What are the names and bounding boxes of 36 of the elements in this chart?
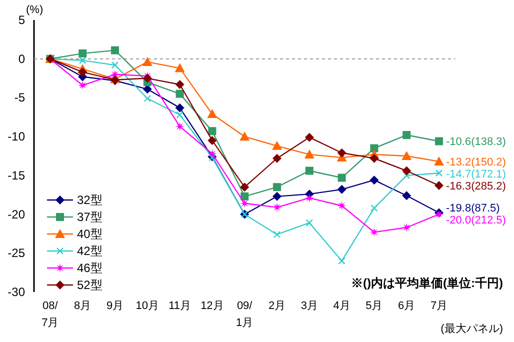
legend-label: 52型 — [77, 278, 102, 292]
data-label: -16.3(285.2) — [446, 180, 506, 193]
x-tick-label: 09/ 1月 — [236, 300, 254, 329]
x-tick-label: 11月 — [168, 300, 192, 312]
x-tick-label: 12月 — [200, 300, 224, 312]
y-tick-label: -15 — [8, 168, 26, 182]
y-tick-label: -20 — [8, 207, 26, 222]
y-tick-label: -10 — [8, 130, 26, 144]
data-label: -14.7(172.1) — [446, 168, 506, 180]
legend-label: 40型 — [77, 227, 102, 241]
y-tick-label: 0 — [18, 52, 26, 66]
x-tick-label: 2月 — [268, 300, 286, 312]
y-tick-label: 5 — [18, 13, 26, 27]
x-tick-label: 6月 — [398, 300, 416, 312]
x-tick-label: 3月 — [300, 300, 318, 312]
data-label: -13.2(150.2) — [446, 156, 506, 168]
legend-label: 42型 — [77, 244, 102, 258]
data-label: -20.0(212.5) — [446, 214, 506, 227]
y-axis-title: (%) — [26, 4, 44, 16]
y-tick-label: -25 — [8, 246, 26, 260]
y-tick-label: -30 — [8, 285, 26, 299]
data-label: -10.6(138.3) — [446, 136, 506, 148]
y-tick-label: -5 — [14, 90, 26, 105]
legend-label: 46型 — [77, 261, 102, 275]
legend-label: 32型 — [77, 193, 102, 207]
legend-label: 37型 — [77, 210, 102, 224]
x-tick-label: 7月 — [430, 300, 448, 312]
text: (最大パネル) — [440, 322, 503, 335]
annotation: ※()内は平均単価(単位:千円) — [351, 276, 503, 290]
x-tick-label: 5月 — [366, 300, 383, 312]
x-tick-label: 8月 — [74, 300, 92, 312]
x-tick-label: 08/ 7月 — [42, 300, 59, 329]
x-tick-label: 10月 — [136, 300, 160, 312]
x-tick-label: 9月 — [106, 300, 124, 312]
data-label: -19.8(87.5) — [446, 202, 500, 215]
x-tick-label: 4月 — [333, 300, 350, 312]
